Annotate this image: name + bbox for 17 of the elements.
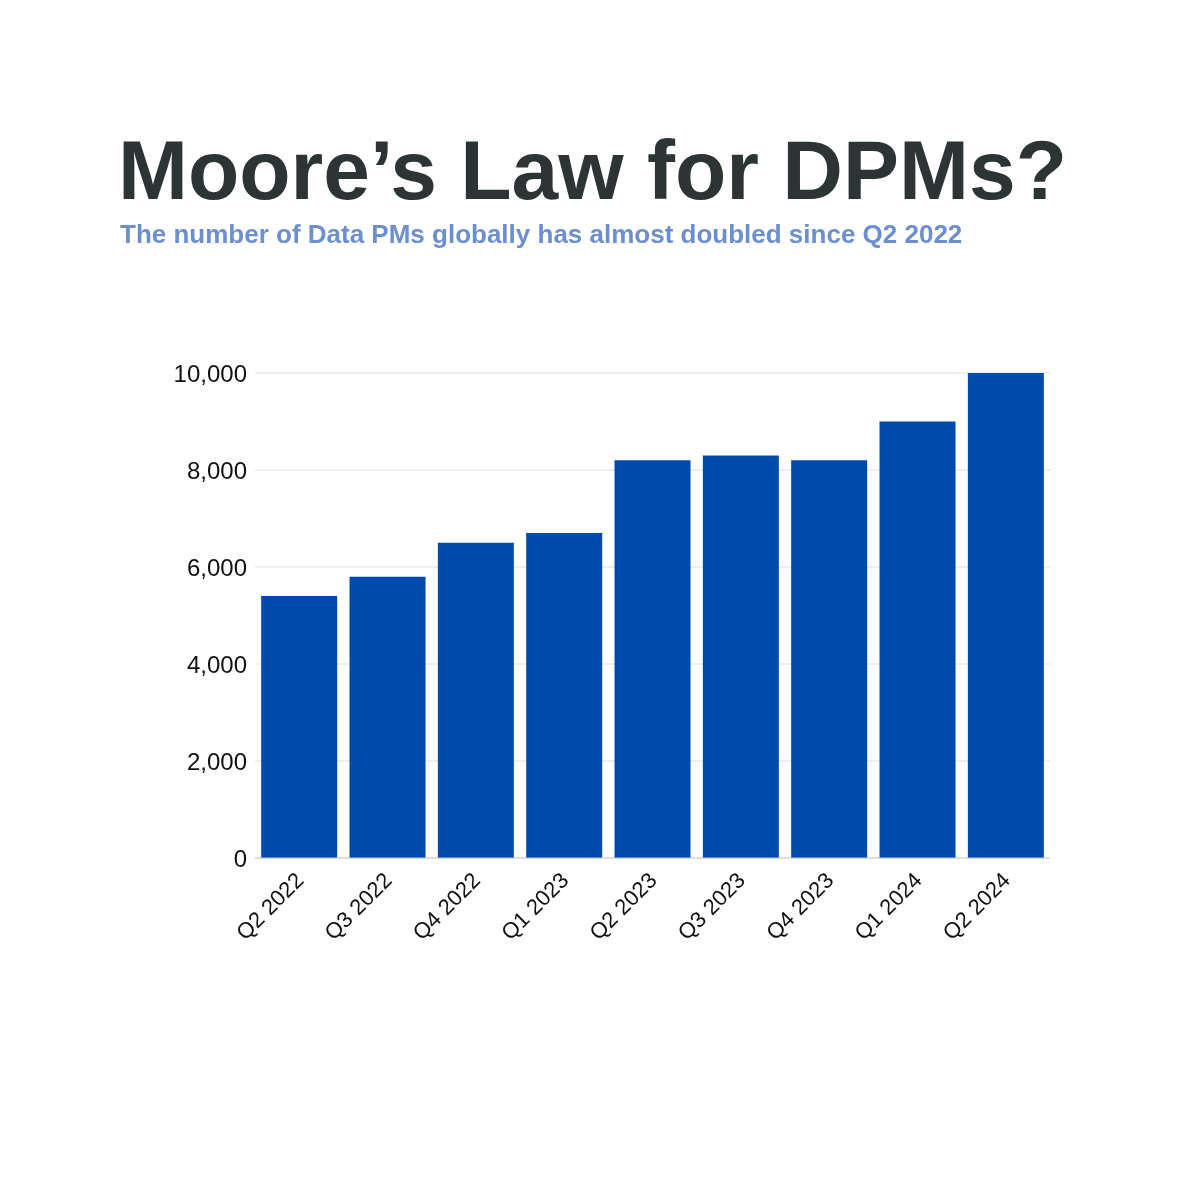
bar bbox=[437, 542, 514, 858]
y-tick-label: 2,000 bbox=[186, 747, 247, 775]
bar bbox=[791, 460, 868, 858]
y-tick-label: 8,000 bbox=[186, 456, 247, 484]
bar bbox=[967, 373, 1044, 858]
y-tick-label: 0 bbox=[233, 844, 247, 872]
chart-subtitle: The number of Data PMs globally has almost doubled since Q2 2022 bbox=[120, 219, 963, 250]
bar bbox=[614, 460, 691, 858]
y-tick-label: 6,000 bbox=[186, 553, 247, 581]
bar bbox=[879, 421, 956, 858]
y-tick-label: 10,000 bbox=[173, 359, 247, 387]
bar bbox=[526, 533, 603, 858]
y-tick-label: 4,000 bbox=[186, 650, 247, 678]
bar bbox=[702, 455, 779, 858]
chart-title: Moore’s Law for DPMs? bbox=[118, 122, 1067, 219]
bar bbox=[349, 576, 426, 858]
bar bbox=[261, 596, 338, 858]
